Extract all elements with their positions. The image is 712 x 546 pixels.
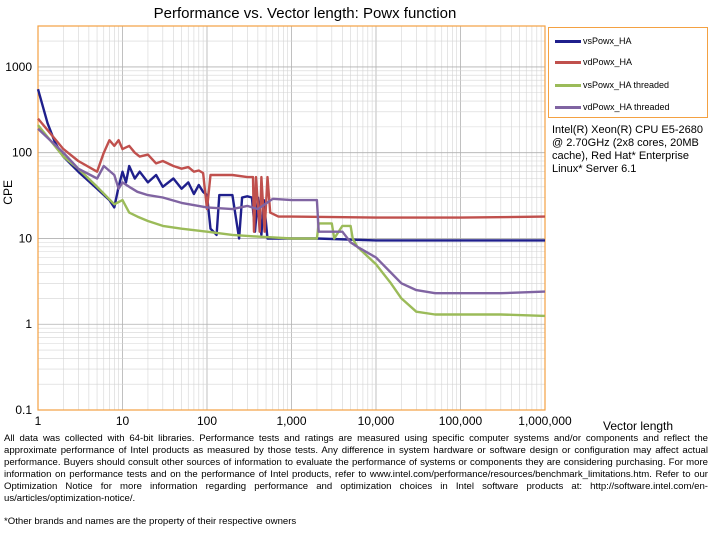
grid-layer [37, 25, 545, 411]
legend-swatch [555, 84, 581, 88]
tick-layer: 1 10 100 1,000 10,000 100,000 1,000,0000.11101… [5, 60, 572, 428]
x-axis-label: Vector length [603, 419, 674, 433]
legend: vsPowx_HA vdPowx_HA vsPowx_HA threaded v… [548, 27, 708, 118]
legend-item: vsPowx_HA threaded [555, 78, 669, 92]
plot-frame [37, 25, 546, 411]
x-tick-label: 100,000 [439, 414, 483, 428]
disclaimer-text: All data was collected with 64-bit libra… [4, 433, 708, 504]
x-tick-label: 10,000 [358, 414, 395, 428]
legend-label: vsPowx_HA [583, 36, 632, 46]
y-tick-label: 1 [25, 317, 32, 331]
x-tick-label: 1,000,000 [518, 414, 572, 428]
chart-title: Performance vs. Vector length: Powx func… [153, 5, 457, 22]
legend-label: vdPowx_HA [583, 57, 633, 67]
y-tick-label: 10 [19, 231, 33, 245]
series-line-vdpowx-ha [37, 117, 546, 233]
legend-swatch [555, 40, 581, 44]
footnote-text: *Other brands and names are the property… [4, 516, 297, 527]
x-tick-label: 10 [116, 414, 130, 428]
legend-label: vdPowx_HA threaded [583, 102, 670, 112]
y-axis-label: CPE [1, 180, 15, 205]
legend-swatch [555, 106, 581, 110]
legend-label: vsPowx_HA threaded [583, 80, 670, 90]
legend-item: vdPowx_HA [555, 55, 632, 69]
x-tick-label: 100 [197, 414, 217, 428]
legend-swatch [555, 61, 581, 65]
legend-item: vsPowx_HA [555, 34, 632, 48]
x-tick-label: 1 [35, 414, 42, 428]
series-line-vspowx-ha-threaded [37, 124, 546, 318]
y-tick-label: 0.1 [15, 403, 32, 417]
y-tick-label: 1000 [5, 60, 32, 74]
x-tick-label: 1,000 [276, 414, 306, 428]
series-line-vdpowx-ha-threaded [37, 127, 546, 295]
y-tick-label: 100 [12, 146, 32, 160]
series-line-vspowx-ha [36, 88, 545, 242]
legend-item: vdPowx_HA threaded [555, 100, 670, 114]
cpu-note: Intel(R) Xeon(R) CPU E5-2680 @ 2.70GHz (… [552, 124, 704, 175]
series-layer [36, 88, 546, 318]
